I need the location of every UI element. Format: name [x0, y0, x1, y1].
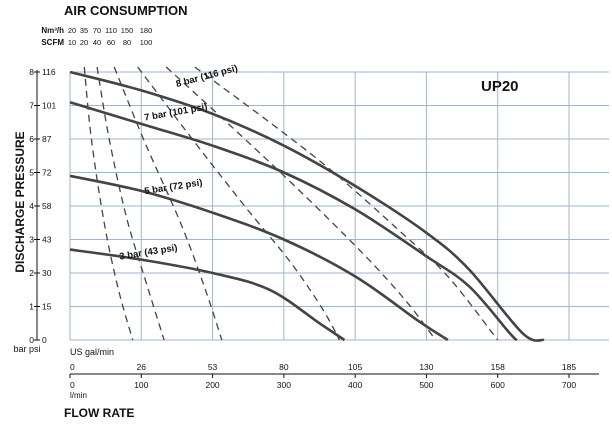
air-consumption-curve	[96, 66, 165, 341]
scfm-value: 60	[107, 38, 115, 47]
y-tick-psi: 72	[42, 168, 52, 178]
x-tick-gpm: 130	[419, 362, 433, 372]
scfm-values: 10 20 40 60 80 100	[68, 38, 152, 47]
air-consumption-title: AIR CONSUMPTION	[64, 3, 188, 18]
y-tick-bar: 8	[29, 67, 34, 77]
y-tick-psi: 30	[42, 268, 52, 278]
x-tick-lmin: 0	[70, 380, 75, 390]
air-consumption-curve	[194, 66, 499, 341]
y-tick-bar: 2	[29, 268, 34, 278]
nm3h-value: 20	[68, 26, 76, 35]
y-tick-psi: 116	[42, 67, 56, 77]
nm3h-label: Nm³/h	[41, 26, 64, 35]
nm3h-value: 110	[105, 26, 117, 35]
scfm-value: 80	[123, 38, 131, 47]
x-tick-lmin: 400	[348, 380, 362, 390]
x-tick-gpm: 105	[348, 362, 362, 372]
model-label: UP20	[481, 78, 519, 95]
scfm-value: 100	[140, 38, 153, 47]
pressure-curve	[69, 100, 518, 342]
y-tick-bar: 7	[29, 101, 34, 111]
y-tick-bar: 4	[29, 201, 34, 211]
y-tick-bar: 6	[29, 134, 34, 144]
air-consumption-curve	[137, 66, 341, 341]
nm3h-value: 150	[121, 26, 134, 35]
x-tick-gpm: 185	[562, 362, 576, 372]
x-tick-lmin: 100	[134, 380, 148, 390]
x-tick-lmin: 700	[562, 380, 576, 390]
y-tick-psi: 58	[42, 201, 52, 211]
x-tick-lmin: 500	[419, 380, 433, 390]
x-tick-lmin: 300	[277, 380, 291, 390]
nm3h-value: 35	[80, 26, 88, 35]
y-tick-psi: 43	[42, 235, 52, 245]
x-axis-title: FLOW RATE	[64, 406, 134, 420]
scfm-value: 10	[68, 38, 76, 47]
y-tick-psi: 101	[42, 101, 56, 111]
y-axis: 0 0 1 15 2 30 3 43 4 58 5 72 6 87 7 101 8 116	[29, 67, 56, 345]
pressure-curve	[69, 70, 545, 342]
y-tick-bar: 3	[29, 235, 34, 245]
x-tick-lmin: 600	[491, 380, 505, 390]
y-tick-psi: 87	[42, 134, 52, 144]
scfm-value: 20	[80, 38, 88, 47]
y-tick-bar: 5	[29, 168, 34, 178]
x-tick-gpm: 53	[208, 362, 218, 372]
x-tick-lmin: 200	[205, 380, 219, 390]
y-tick-psi: 15	[42, 302, 52, 312]
x-axis: 0 0 26 100 53 200 80 300 105 400 130 500 158 600 185 70…	[69, 362, 599, 390]
x-primary-unit: US gal/min	[70, 347, 114, 357]
y-tick-bar: 1	[29, 302, 34, 312]
chart-grid	[69, 71, 609, 341]
y-axis-title: DISCHARGE PRESSURE	[13, 131, 27, 272]
x-tick-gpm: 0	[70, 362, 75, 372]
pressure-curve	[69, 174, 449, 342]
air-consumption-curve	[83, 66, 134, 341]
x-tick-gpm: 80	[279, 362, 289, 372]
pressure-curves	[69, 70, 545, 342]
y-tick-bar: 0	[29, 335, 34, 345]
air-consumption-curve	[113, 66, 223, 341]
scfm-value: 40	[93, 38, 101, 47]
y-tick-psi: 0	[42, 335, 47, 345]
x-tick-gpm: 26	[137, 362, 147, 372]
pressure-curve	[69, 248, 346, 342]
nm3h-values: 20 35 70 110 150 180	[68, 26, 152, 35]
scfm-label: SCFM	[41, 38, 64, 47]
nm3h-value: 180	[140, 26, 153, 35]
y-units-label: bar psi	[13, 344, 40, 354]
x-tick-gpm: 158	[491, 362, 505, 372]
x-secondary-unit: l/min	[70, 391, 87, 400]
nm3h-value: 70	[93, 26, 101, 35]
